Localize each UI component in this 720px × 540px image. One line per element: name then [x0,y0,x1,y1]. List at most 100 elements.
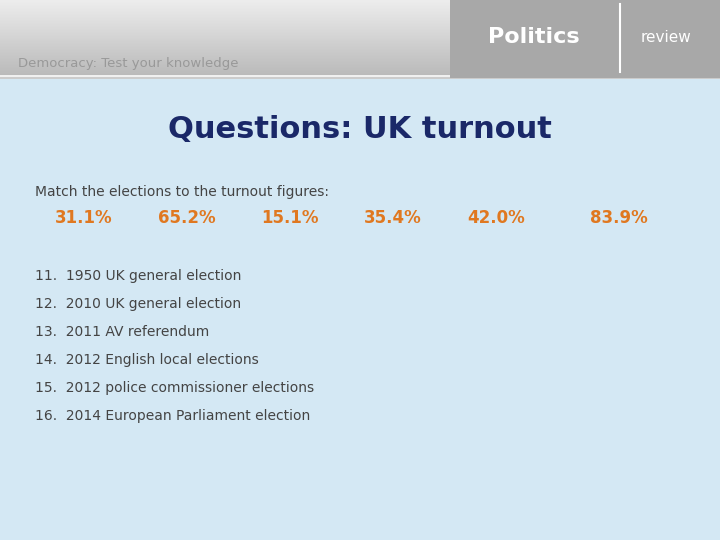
Bar [0,15,720,17]
Bar [0,50,720,52]
Bar [0,67,720,68]
Bar [0,65,720,66]
Text: 65.2%: 65.2% [158,209,215,227]
Bar [0,24,720,25]
Bar [0,38,720,40]
Bar [0,48,720,49]
Text: Democracy: Test your knowledge: Democracy: Test your knowledge [18,57,238,71]
Bar [0,1,720,2]
Bar [0,28,720,29]
Bar [0,27,720,28]
Bar [0,29,720,30]
Text: 42.0%: 42.0% [467,209,525,227]
Bar [0,20,720,22]
Bar [0,59,720,60]
Bar [0,49,720,51]
Bar [0,18,720,19]
Bar [0,75,720,77]
Bar [0,53,720,55]
Text: Match the elections to the turnout figures:: Match the elections to the turnout figur… [35,185,329,199]
Bar [0,43,720,45]
Bar [0,77,720,78]
Bar [0,73,720,75]
Bar [0,30,720,31]
Bar [0,17,720,18]
Bar [0,11,720,12]
Bar [0,68,720,69]
Bar [0,8,720,9]
Bar [450,0,720,78]
Bar [0,8,720,10]
Bar [0,35,720,36]
Bar [0,10,720,12]
Bar [0,6,720,8]
Bar [0,13,720,15]
Bar [0,37,720,39]
Text: 12.  2010 UK general election: 12. 2010 UK general election [35,297,241,311]
Bar [0,9,720,11]
Bar [0,16,720,17]
Bar [0,62,720,63]
Text: 13.  2011 AV referendum: 13. 2011 AV referendum [35,325,210,339]
Text: 31.1%: 31.1% [55,209,112,227]
Bar [0,69,720,70]
Bar [0,57,720,58]
Bar [0,37,720,38]
Bar [0,48,720,50]
Bar [0,45,720,47]
Bar [0,23,720,24]
Bar [0,42,720,43]
Bar [0,21,720,23]
Bar [0,63,720,64]
Bar [0,25,720,26]
Bar [0,56,720,58]
Bar [0,5,720,7]
Bar [0,76,720,77]
Text: review: review [641,30,691,45]
Bar [0,14,720,16]
Bar [0,44,720,46]
Bar [0,19,720,21]
Bar [0,52,720,53]
Bar [0,60,720,62]
Bar [0,54,720,56]
Bar [0,71,720,72]
Bar [0,4,720,6]
Bar [0,64,720,65]
Text: 15.  2012 police commissioner elections: 15. 2012 police commissioner elections [35,381,314,395]
Bar [0,70,720,71]
Text: Politics: Politics [488,28,580,48]
Bar [0,2,720,3]
Text: Questions: UK turnout: Questions: UK turnout [168,116,552,145]
Bar [0,61,720,63]
Bar [0,55,720,57]
Bar [0,33,720,35]
Text: 35.4%: 35.4% [364,209,422,227]
Text: 16.  2014 European Parliament election: 16. 2014 European Parliament election [35,409,310,423]
Bar [0,36,720,37]
Bar [0,2,720,4]
Bar [0,32,720,34]
Bar [0,72,720,73]
Bar [0,0,720,1]
Bar [0,40,720,42]
Bar [0,39,720,41]
Text: 83.9%: 83.9% [590,209,648,227]
Bar [0,46,720,48]
Bar [0,51,720,52]
Bar [0,78,720,540]
Bar [0,12,720,14]
Bar [0,58,720,59]
Bar [0,3,720,5]
Text: 15.1%: 15.1% [261,209,318,227]
Bar [0,75,720,76]
Bar [0,26,720,28]
Bar [0,77,720,79]
Bar [0,66,720,68]
Bar [0,22,720,23]
Bar [0,32,720,33]
Text: 11.  1950 UK general election: 11. 1950 UK general election [35,269,241,283]
Bar [0,43,720,44]
Bar [0,72,720,74]
Bar [0,31,720,32]
